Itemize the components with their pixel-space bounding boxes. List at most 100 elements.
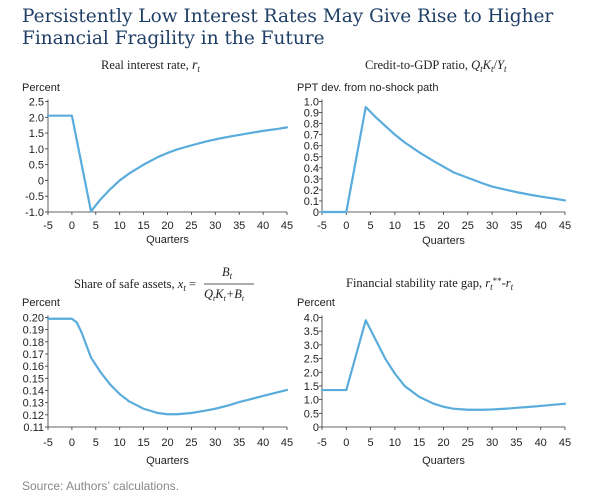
chart-panel-2: PPT dev. from no-shock path00.10.20.30.4… <box>297 82 571 247</box>
y-tick-label: 0.9 <box>304 108 319 120</box>
x-tick-label: 15 <box>137 437 149 449</box>
series-line <box>322 320 565 410</box>
chart-panel-3: Percent0.110.120.130.140.150.160.170.180… <box>22 297 293 467</box>
series-line <box>48 319 287 415</box>
y-tick-label: 0.5 <box>304 408 319 420</box>
y-axis-label: PPT dev. from no-shock path <box>297 82 438 94</box>
series-line <box>48 116 287 212</box>
x-axis-label: Quarters <box>146 234 189 246</box>
y-tick-label: 0.16 <box>23 361 44 373</box>
panel3-title: Share of safe assets, xt = Bt QtKt+Bt <box>74 265 254 303</box>
x-tick-label: 35 <box>233 437 245 449</box>
svg-text:Share of safe assets, xt =: Share of safe assets, xt = <box>74 277 196 293</box>
x-tick-label: 5 <box>93 437 99 449</box>
x-tick-label: 5 <box>368 437 374 449</box>
y-tick-label: -1.0 <box>25 207 44 219</box>
y-tick-label: 0.4 <box>304 163 319 175</box>
x-tick-label: -5 <box>43 220 53 232</box>
x-tick-label: 40 <box>257 437 269 449</box>
chart-panel-1: Percent -1.0 -0.5 0 0.5 1.0 1.5 2.0 2.5 -5 0 5 10 15 2… <box>22 82 293 246</box>
y-tick-label: 2.0 <box>304 367 319 379</box>
x-tick-label: 25 <box>185 437 197 449</box>
y-tick-label: 0.5 <box>29 160 44 172</box>
x-tick-label: 40 <box>535 220 547 232</box>
panel2-title: Credit-to-GDP ratio, QtKt/Yt <box>365 58 507 74</box>
y-tick-label: 0.5 <box>304 152 319 164</box>
x-tick-label: 5 <box>368 220 374 232</box>
x-tick-label: -5 <box>317 437 327 449</box>
y-tick-label: 0 <box>313 207 319 219</box>
x-tick-label: 25 <box>462 437 474 449</box>
panel1-title: Real interest rate, rt <box>101 58 200 74</box>
x-tick-label: 35 <box>510 220 522 232</box>
y-axis-label: Percent <box>297 297 335 309</box>
y-tick-label: 0.15 <box>23 373 44 385</box>
x-tick-label: 35 <box>233 220 245 232</box>
x-tick-label: 10 <box>389 220 401 232</box>
y-tick-label: 1.0 <box>29 144 44 156</box>
y-tick-label: 1.0 <box>304 395 319 407</box>
y-tick-label: 1.5 <box>304 381 319 393</box>
y-tick-label: 3.0 <box>304 340 319 352</box>
y-tick-label: 2.5 <box>29 97 44 109</box>
x-tick-label: 45 <box>559 437 571 449</box>
y-tick-label: 2.0 <box>29 112 44 124</box>
x-tick-label: 20 <box>437 437 449 449</box>
x-tick-label: 0 <box>343 220 349 232</box>
panel4-title: Financial stability rate gap, rt**-rt <box>346 276 514 292</box>
y-tick-label: 0.1 <box>304 196 319 208</box>
source-note: Source: Authors’ calculations. <box>22 479 179 493</box>
y-axis-label: Percent <box>22 297 60 309</box>
y-tick-label: 0.19 <box>23 325 44 337</box>
y-tick-label: 0.6 <box>304 141 319 153</box>
x-tick-label: 30 <box>486 220 498 232</box>
y-tick-label: 0.11 <box>23 422 44 434</box>
x-tick-label: 35 <box>510 437 522 449</box>
x-tick-label: 15 <box>137 220 149 232</box>
chart-panel-4: Percent 0 0.51.0 1.5 2.02.5 3.0 3.54.0 -5 0 5 10 15… <box>297 297 571 467</box>
x-tick-label: 10 <box>114 220 126 232</box>
figure-title-line1: Persistently Low Interest Rates May Give… <box>22 6 553 27</box>
x-tick-label: 20 <box>161 220 173 232</box>
x-tick-label: 25 <box>462 220 474 232</box>
x-tick-label: 10 <box>114 437 126 449</box>
x-tick-label: -5 <box>43 437 53 449</box>
x-tick-label: 10 <box>389 437 401 449</box>
y-tick-label: 0.13 <box>23 398 44 410</box>
x-tick-label: 20 <box>161 437 173 449</box>
x-tick-label: 40 <box>257 220 269 232</box>
x-tick-label: 0 <box>69 220 75 232</box>
x-tick-label: 15 <box>413 220 425 232</box>
y-tick-label: 4.0 <box>304 313 319 325</box>
y-tick-label: 0.20 <box>23 313 44 325</box>
x-tick-label: 45 <box>281 220 293 232</box>
x-tick-label: 20 <box>437 220 449 232</box>
x-tick-label: 5 <box>93 220 99 232</box>
x-tick-label: 0 <box>69 437 75 449</box>
y-tick-label: 1.0 <box>304 97 319 109</box>
x-axis-label: Quarters <box>422 235 465 247</box>
y-tick-label: 3.5 <box>304 326 319 338</box>
x-tick-label: -5 <box>317 220 327 232</box>
x-tick-label: 25 <box>185 220 197 232</box>
x-tick-label: 45 <box>559 220 571 232</box>
figure-title-line2: Financial Fragility in the Future <box>22 28 325 49</box>
x-tick-label: 30 <box>209 220 221 232</box>
y-tick-label: 0.8 <box>304 119 319 131</box>
y-tick-label: 0.18 <box>23 337 44 349</box>
x-tick-label: 30 <box>486 437 498 449</box>
x-axis-label: Quarters <box>422 455 465 467</box>
x-tick-label: 30 <box>209 437 221 449</box>
svg-text:QtKt+Bt: QtKt+Bt <box>204 287 245 303</box>
y-axis-label: Percent <box>22 82 60 94</box>
y-tick-label: 2.5 <box>304 354 319 366</box>
y-tick-label: 0.14 <box>23 386 44 398</box>
y-tick-label: 0.7 <box>304 130 319 142</box>
y-tick-label: 0.2 <box>304 185 319 197</box>
y-tick-label: 1.5 <box>29 128 44 140</box>
series-line <box>322 107 565 212</box>
x-tick-label: 0 <box>343 437 349 449</box>
svg-text:Bt: Bt <box>222 265 233 281</box>
y-tick-label: 0 <box>38 175 44 187</box>
